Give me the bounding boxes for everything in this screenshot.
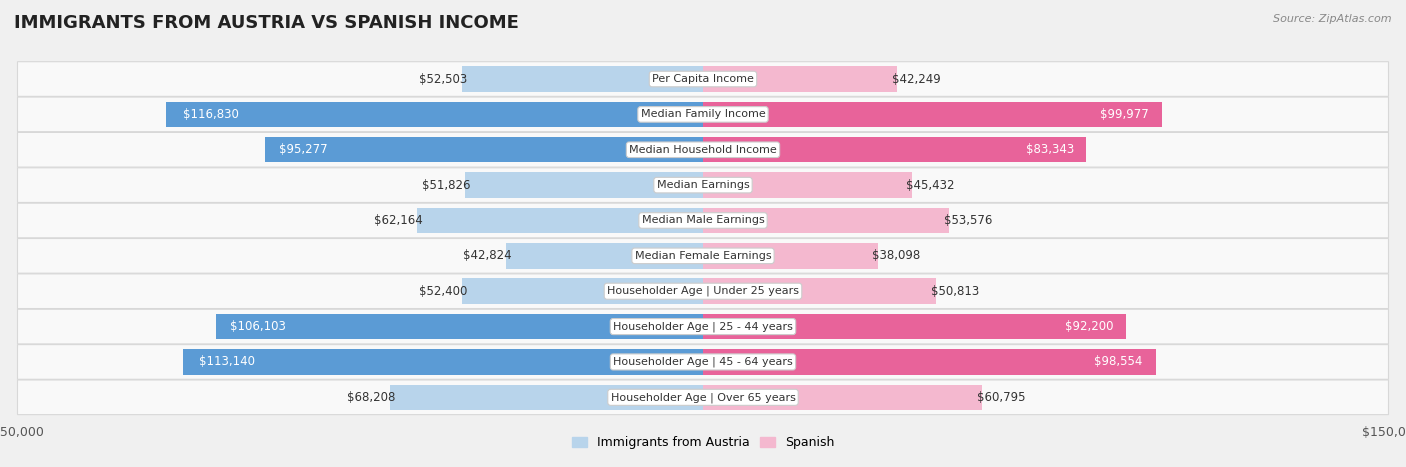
Text: Median Family Income: Median Family Income [641, 109, 765, 120]
Bar [506, 243, 703, 269]
Bar [266, 137, 703, 163]
Text: $113,140: $113,140 [198, 355, 254, 368]
Text: $52,503: $52,503 [419, 72, 467, 85]
FancyBboxPatch shape [17, 345, 1389, 379]
FancyBboxPatch shape [17, 309, 1389, 344]
Text: $99,977: $99,977 [1099, 108, 1149, 121]
Text: $51,826: $51,826 [422, 178, 471, 191]
Text: Median Female Earnings: Median Female Earnings [634, 251, 772, 261]
Bar [418, 208, 703, 233]
FancyBboxPatch shape [17, 203, 1389, 238]
Text: Median Earnings: Median Earnings [657, 180, 749, 190]
Text: $98,554: $98,554 [1094, 355, 1142, 368]
Text: $116,830: $116,830 [183, 108, 239, 121]
Text: $95,277: $95,277 [278, 143, 328, 156]
Text: $53,576: $53,576 [943, 214, 993, 227]
Text: $38,098: $38,098 [873, 249, 921, 262]
Bar [703, 172, 911, 198]
FancyBboxPatch shape [17, 97, 1389, 132]
Text: $62,164: $62,164 [374, 214, 423, 227]
Text: $92,200: $92,200 [1066, 320, 1114, 333]
FancyBboxPatch shape [17, 133, 1389, 167]
FancyBboxPatch shape [17, 239, 1389, 273]
Text: $50,813: $50,813 [931, 285, 979, 298]
Bar [703, 314, 1126, 340]
Text: Householder Age | Under 25 years: Householder Age | Under 25 years [607, 286, 799, 297]
Bar [389, 385, 703, 410]
Bar [703, 278, 936, 304]
Text: Median Male Earnings: Median Male Earnings [641, 215, 765, 226]
Text: $52,400: $52,400 [419, 285, 468, 298]
Legend: Immigrants from Austria, Spanish: Immigrants from Austria, Spanish [567, 431, 839, 454]
Text: Per Capita Income: Per Capita Income [652, 74, 754, 84]
Bar [703, 208, 949, 233]
FancyBboxPatch shape [17, 274, 1389, 309]
Bar [465, 172, 703, 198]
Text: IMMIGRANTS FROM AUSTRIA VS SPANISH INCOME: IMMIGRANTS FROM AUSTRIA VS SPANISH INCOM… [14, 14, 519, 32]
Bar [183, 349, 703, 375]
FancyBboxPatch shape [17, 380, 1389, 415]
Text: Source: ZipAtlas.com: Source: ZipAtlas.com [1274, 14, 1392, 24]
Text: Median Household Income: Median Household Income [628, 145, 778, 155]
Text: Householder Age | 45 - 64 years: Householder Age | 45 - 64 years [613, 357, 793, 367]
Text: $42,249: $42,249 [891, 72, 941, 85]
Text: $60,795: $60,795 [977, 391, 1025, 404]
Bar [215, 314, 703, 340]
Bar [703, 66, 897, 92]
Bar [463, 278, 703, 304]
Text: $68,208: $68,208 [347, 391, 395, 404]
FancyBboxPatch shape [17, 62, 1389, 96]
Bar [703, 137, 1085, 163]
Bar [703, 349, 1156, 375]
Bar [703, 102, 1163, 127]
Text: $42,824: $42,824 [463, 249, 512, 262]
Text: Householder Age | 25 - 44 years: Householder Age | 25 - 44 years [613, 321, 793, 332]
Bar [461, 66, 703, 92]
Text: $83,343: $83,343 [1026, 143, 1074, 156]
Text: $45,432: $45,432 [905, 178, 955, 191]
Bar [703, 243, 877, 269]
Bar [703, 385, 983, 410]
FancyBboxPatch shape [17, 168, 1389, 203]
Text: Householder Age | Over 65 years: Householder Age | Over 65 years [610, 392, 796, 403]
Bar [166, 102, 703, 127]
Text: $106,103: $106,103 [231, 320, 287, 333]
